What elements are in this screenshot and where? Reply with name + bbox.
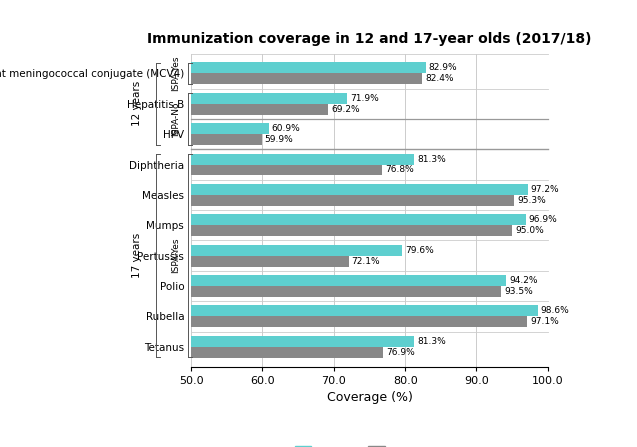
Text: 97.2%: 97.2% <box>531 185 559 194</box>
Text: 82.9%: 82.9% <box>429 63 457 72</box>
X-axis label: Coverage (%): Coverage (%) <box>327 391 412 404</box>
Bar <box>191 104 328 115</box>
Bar <box>191 256 349 266</box>
Bar <box>191 164 382 176</box>
Text: 76.8%: 76.8% <box>385 165 414 174</box>
Text: 12 years: 12 years <box>132 81 142 127</box>
Text: 81.3%: 81.3% <box>417 155 446 164</box>
Bar <box>191 245 403 256</box>
Text: 93.5%: 93.5% <box>505 287 533 296</box>
Text: 81.3%: 81.3% <box>417 337 446 346</box>
Text: 79.6%: 79.6% <box>405 246 434 255</box>
Bar <box>191 93 347 104</box>
Text: 72.1%: 72.1% <box>352 257 380 266</box>
Text: 76.9%: 76.9% <box>386 348 415 357</box>
Bar <box>191 316 527 327</box>
Text: 94.2%: 94.2% <box>510 276 538 285</box>
Bar <box>191 123 269 134</box>
Legend: WEC, ONTARIO: WEC, ONTARIO <box>290 442 448 447</box>
Text: 69.2%: 69.2% <box>331 105 359 114</box>
Text: 82.4%: 82.4% <box>425 74 454 83</box>
Text: 17 years: 17 years <box>132 233 142 278</box>
Text: 59.9%: 59.9% <box>264 135 293 144</box>
Text: ISPA-Yes: ISPA-Yes <box>171 55 180 91</box>
Text: ISPA-No: ISPA-No <box>171 102 180 136</box>
Bar <box>191 305 538 316</box>
Bar <box>191 275 506 286</box>
Bar <box>191 63 426 73</box>
Bar <box>191 215 526 225</box>
Bar <box>191 134 262 145</box>
Bar <box>191 184 528 195</box>
Title: Immunization coverage in 12 and 17-year olds (2017/18): Immunization coverage in 12 and 17-year … <box>147 32 592 46</box>
Text: ISPA-Yes: ISPA-Yes <box>171 238 180 274</box>
Text: 60.9%: 60.9% <box>272 124 301 133</box>
Text: 95.0%: 95.0% <box>515 226 544 235</box>
Bar <box>191 336 415 347</box>
Text: 97.1%: 97.1% <box>530 317 559 326</box>
Text: 98.6%: 98.6% <box>541 307 569 316</box>
Text: 95.3%: 95.3% <box>517 196 546 205</box>
Bar <box>191 73 422 84</box>
Bar <box>191 225 512 236</box>
Bar <box>191 286 501 297</box>
Text: 96.9%: 96.9% <box>529 215 557 224</box>
Bar <box>191 195 514 206</box>
Text: 71.9%: 71.9% <box>350 94 379 103</box>
Bar <box>191 154 415 164</box>
Bar <box>191 347 383 358</box>
